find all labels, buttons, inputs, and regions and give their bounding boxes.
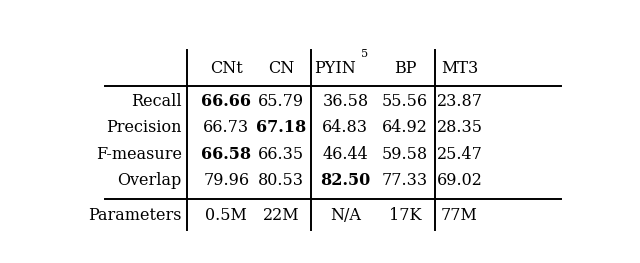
Text: 66.73: 66.73 xyxy=(204,119,250,136)
Text: 17K: 17K xyxy=(388,207,421,224)
Text: N/A: N/A xyxy=(330,207,361,224)
Text: 25.47: 25.47 xyxy=(436,146,483,163)
Text: 23.87: 23.87 xyxy=(436,93,483,110)
Text: Overlap: Overlap xyxy=(117,172,182,189)
Text: 64.92: 64.92 xyxy=(382,119,428,136)
Text: 5: 5 xyxy=(361,49,368,59)
Text: MT3: MT3 xyxy=(441,59,478,77)
Text: 59.58: 59.58 xyxy=(382,146,428,163)
Text: Parameters: Parameters xyxy=(88,207,182,224)
Text: 77M: 77M xyxy=(441,207,478,224)
Text: 66.35: 66.35 xyxy=(258,146,304,163)
Text: 46.44: 46.44 xyxy=(323,146,368,163)
Text: PYIN: PYIN xyxy=(315,59,356,77)
Text: CN: CN xyxy=(268,59,294,77)
Text: BP: BP xyxy=(394,59,416,77)
Text: 66.58: 66.58 xyxy=(201,146,252,163)
Text: 55.56: 55.56 xyxy=(382,93,428,110)
Text: F-measure: F-measure xyxy=(96,146,182,163)
Text: Recall: Recall xyxy=(131,93,182,110)
Text: 69.02: 69.02 xyxy=(436,172,483,189)
Text: 22M: 22M xyxy=(262,207,299,224)
Text: 79.96: 79.96 xyxy=(204,172,250,189)
Text: 65.79: 65.79 xyxy=(258,93,304,110)
Text: CNt: CNt xyxy=(210,59,243,77)
Text: 64.83: 64.83 xyxy=(323,119,369,136)
Text: 77.33: 77.33 xyxy=(382,172,428,189)
Text: 82.50: 82.50 xyxy=(320,172,371,189)
Text: 36.58: 36.58 xyxy=(323,93,369,110)
Text: 28.35: 28.35 xyxy=(436,119,483,136)
Text: 80.53: 80.53 xyxy=(258,172,304,189)
Text: 67.18: 67.18 xyxy=(256,119,306,136)
Text: 66.66: 66.66 xyxy=(202,93,252,110)
Text: 0.5M: 0.5M xyxy=(205,207,247,224)
Text: Precision: Precision xyxy=(106,119,182,136)
